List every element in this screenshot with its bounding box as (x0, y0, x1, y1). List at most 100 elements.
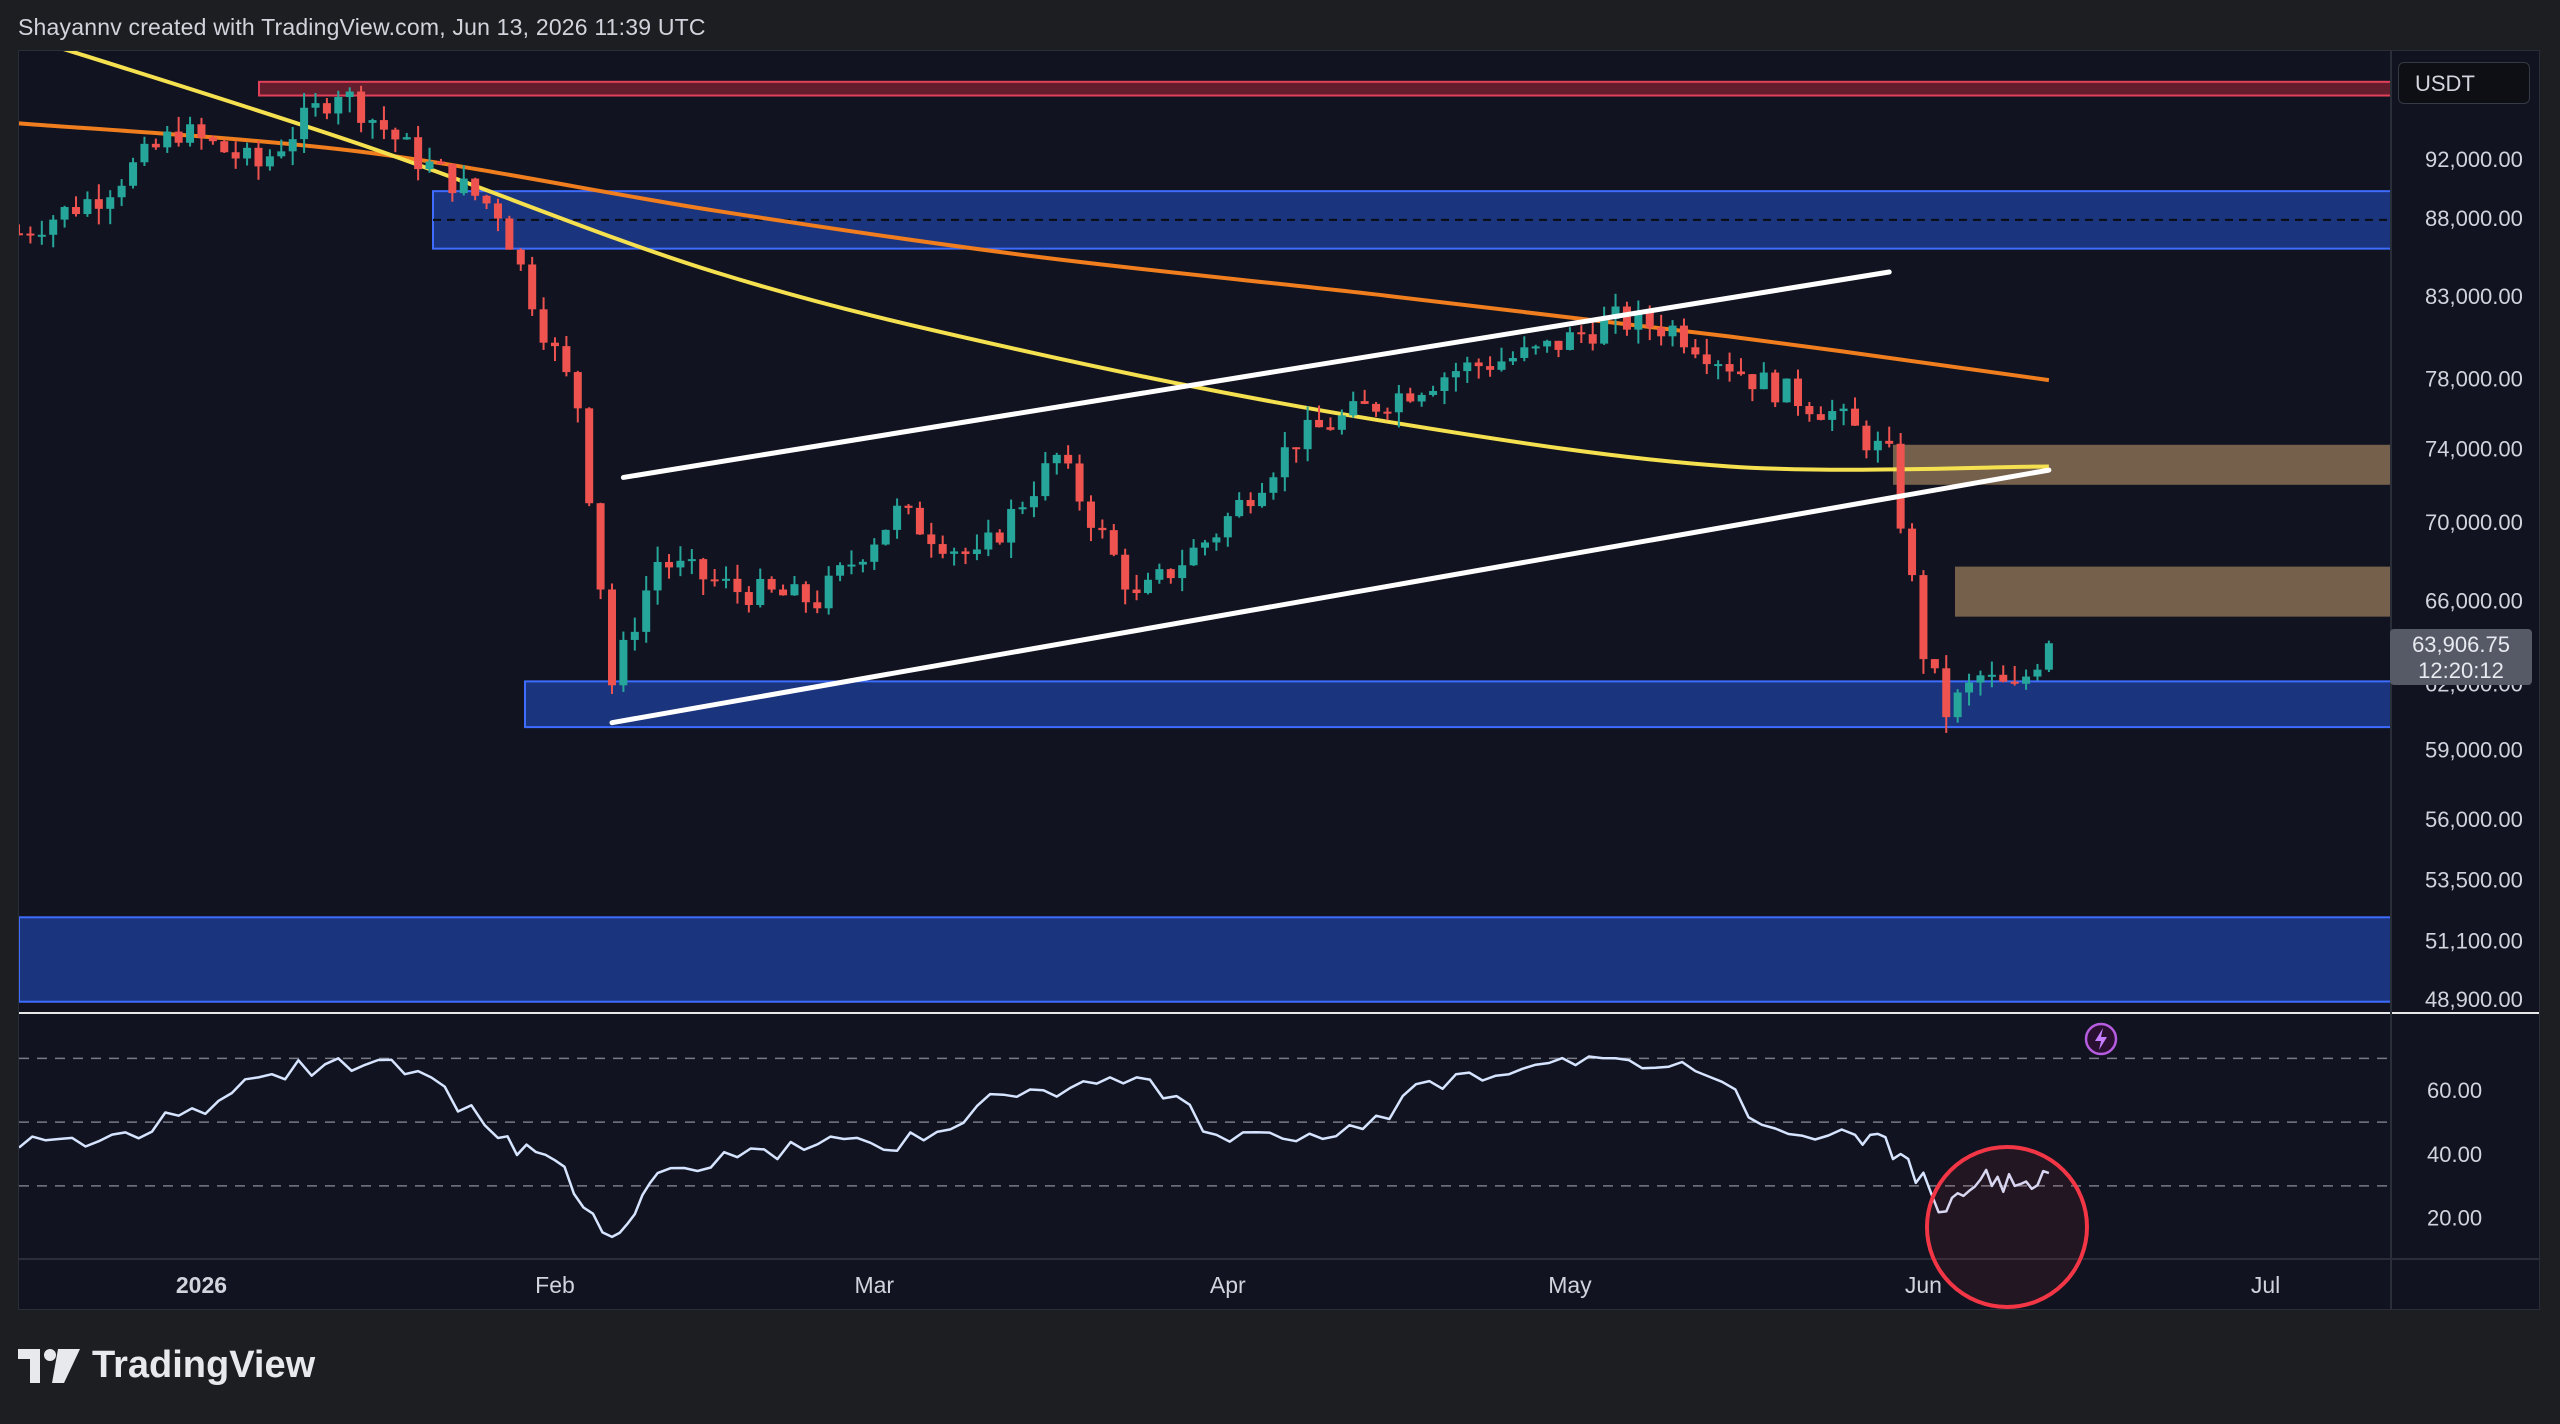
candle (1486, 356, 1495, 377)
candle-body (1702, 354, 1711, 365)
candle-body (1543, 340, 1552, 347)
candle (1178, 549, 1187, 592)
candle (528, 256, 537, 316)
candle (414, 125, 423, 181)
candle (1908, 523, 1917, 582)
candle (927, 522, 936, 558)
candle (254, 140, 263, 180)
candle-body (790, 584, 799, 596)
candle-body (1486, 366, 1495, 370)
candle (1782, 378, 1791, 403)
candle-body (1645, 311, 1654, 328)
candle-body (1052, 454, 1061, 464)
candle (585, 407, 594, 507)
currency-badge[interactable]: USDT (2398, 62, 2530, 104)
candle (357, 85, 366, 133)
candle-body (1166, 569, 1175, 579)
candle-body (482, 195, 491, 204)
candle-body (1463, 362, 1472, 372)
brand[interactable]: TradingView (18, 1344, 315, 1387)
candle-body (813, 602, 822, 609)
candle-body (448, 163, 457, 194)
candle-body (779, 589, 788, 596)
chart-frame[interactable]: 92,000.00 88,000.00 83,000.00 78,000.00 74,0… (18, 50, 2540, 1310)
candle (1246, 492, 1255, 514)
candle-body (83, 199, 92, 215)
price-tick-label: 56,000.00 (2425, 807, 2523, 832)
candle-body (1292, 447, 1301, 450)
candle-body (915, 507, 924, 535)
candle (19, 224, 23, 236)
candle (277, 139, 286, 159)
candle (619, 631, 628, 693)
candle (1634, 300, 1643, 344)
price-tick-label: 92,000.00 (2425, 147, 2523, 172)
candle-body (1942, 668, 1951, 718)
candle (49, 215, 58, 248)
candle (733, 564, 742, 604)
candle-body (1565, 332, 1574, 350)
candle (1600, 306, 1609, 345)
candle (37, 220, 46, 245)
candle (1052, 452, 1061, 475)
candle-body (1862, 425, 1871, 451)
candle (1474, 358, 1483, 379)
candle (813, 590, 822, 614)
candle (1041, 451, 1050, 501)
candle-body (379, 120, 388, 130)
candle (1714, 360, 1723, 380)
time-tick-label: Mar (854, 1272, 894, 1298)
candle-body (1212, 537, 1221, 543)
candle-body (2044, 643, 2053, 670)
rsi-highlight-circle (1925, 1145, 2089, 1309)
candle (1349, 391, 1358, 418)
candle (1451, 362, 1460, 392)
flash-icon[interactable] (2083, 1021, 2119, 1057)
candle-body (1155, 569, 1164, 580)
candle-body (1531, 346, 1540, 349)
candle (1143, 572, 1152, 595)
candle-body (1520, 347, 1529, 358)
candle-body (1098, 527, 1107, 531)
candle-body (1782, 378, 1791, 403)
candle (83, 191, 92, 217)
candle-body (995, 532, 1004, 543)
candle-body (847, 564, 856, 567)
candle-body (1851, 408, 1860, 426)
candle (1930, 659, 1939, 674)
candle-body (1337, 415, 1346, 430)
price-chart[interactable]: 92,000.00 88,000.00 83,000.00 78,000.00 74,0… (19, 51, 2539, 1309)
candle-body (1736, 371, 1745, 375)
candle-body (72, 207, 81, 215)
candle (425, 147, 434, 173)
zone-orange (1955, 566, 2391, 617)
candle (972, 534, 981, 561)
candle (1086, 495, 1095, 542)
candle (573, 370, 582, 423)
candle (1360, 389, 1369, 405)
candle (117, 179, 126, 207)
candle-body (140, 143, 149, 163)
candle (1372, 401, 1381, 417)
candle-body (2033, 669, 2042, 677)
candle (140, 136, 149, 166)
moving-average-line (63, 51, 2049, 472)
time-tick-label: Jun (1905, 1272, 1942, 1298)
candle (1394, 384, 1403, 428)
price-tick-label: 66,000.00 (2425, 588, 2523, 613)
candle-body (596, 503, 605, 590)
candle-body (710, 579, 719, 582)
candle-body (1018, 507, 1027, 510)
price-tick-label: 48,900.00 (2425, 987, 2523, 1012)
candle (1007, 499, 1016, 559)
candle-body (1075, 463, 1084, 502)
candle-body (1235, 500, 1244, 517)
candle (1668, 320, 1677, 347)
candle-body (1976, 675, 1985, 683)
candle (288, 126, 297, 166)
candle (836, 562, 845, 582)
candle (1497, 347, 1506, 372)
candle-body (1497, 361, 1506, 370)
candle-body (904, 505, 913, 508)
candle-body (117, 185, 126, 198)
